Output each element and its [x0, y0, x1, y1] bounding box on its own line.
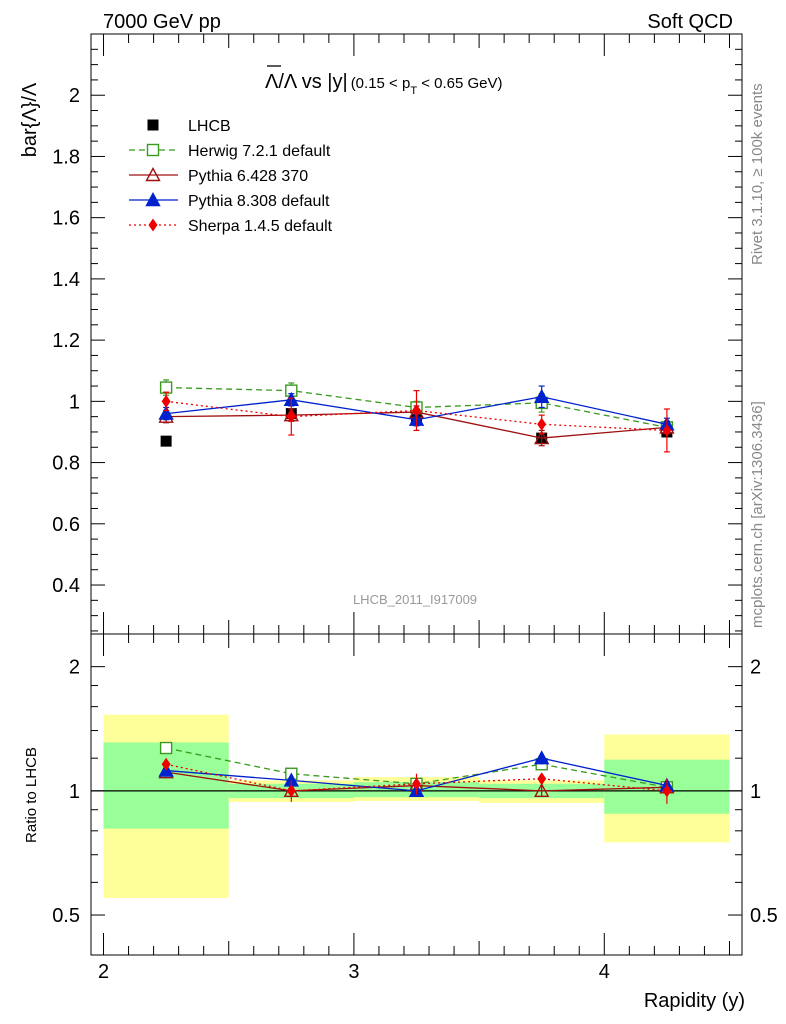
ratio-y-tick-label-right: 2	[750, 657, 761, 679]
ratio-axis-ticks: 0.5 0.5 1 1 2 2 2 3 4	[52, 634, 778, 983]
ratio-point-sherpa-1-4-5-default	[412, 777, 421, 791]
main-y-tick-label: 1.2	[52, 330, 80, 352]
ratio-y-tick-label: 0.5	[52, 905, 80, 927]
header-energy-label: 7000 GeV pp	[103, 11, 221, 33]
data-point-pythia-8-308-default	[158, 405, 174, 420]
legend-label-herwig-7-2-1-default: Herwig 7.2.1 default	[188, 143, 331, 160]
chart-title-cut-end: < 0.65 GeV)	[417, 75, 502, 92]
ratio-y-tick-label: 2	[69, 657, 80, 679]
main-y-tick-label: 1.4	[52, 269, 80, 291]
data-point-sherpa-1-4-5-default	[537, 417, 547, 431]
legend: LHCB Herwig 7.2.1 default Pythia 6.428 370…	[129, 118, 333, 235]
ratio-point-sherpa-1-4-5-default	[537, 772, 547, 786]
data-point-sherpa-1-4-5-default	[662, 423, 672, 437]
ratio-line-sherpa-1-4-5-default	[165, 763, 667, 792]
chart-title-cut: (0.15 < p	[351, 75, 411, 92]
legend-label-pythia-8-308-default: Pythia 8.308 default	[188, 193, 330, 210]
main-series-layer	[158, 379, 675, 453]
legend-label-sherpa-1-4-5-default: Sherpa 1.4.5 default	[188, 218, 333, 235]
main-y-tick-label: 2	[69, 85, 80, 107]
data-point-pythia-8-308-default	[534, 388, 550, 403]
legend-marker-herwig-7-2-1-default	[146, 143, 160, 157]
x-axis-label: Rapidity (y)	[644, 990, 745, 1012]
band-green-0	[103, 742, 229, 829]
chart-title-quantity: Λ/Λ vs |y|	[265, 71, 348, 93]
x-tick-label: 3	[348, 961, 359, 983]
ratio-point-pythia-6-428-370	[534, 782, 550, 798]
rivet-version-label: Rivet 3.1.10, ≥ 100k events	[749, 83, 766, 265]
header-category-label: Soft QCD	[647, 11, 733, 33]
main-y-tick-label: 1.6	[52, 208, 80, 230]
data-point-sherpa-1-4-5-default	[161, 394, 171, 408]
legend-marker-pythia-6-428-370	[145, 167, 161, 182]
ratio-point-pythia-8-308-default	[534, 750, 550, 765]
ratio-y-tick-label-right: 0.5	[750, 905, 778, 927]
ratio-y-axis-label: Ratio to LHCB	[23, 747, 40, 843]
legend-marker-lhcb	[147, 119, 159, 131]
legend-marker-sherpa-1-4-5-default	[148, 218, 158, 232]
data-point-herwig-7-2-1-default	[159, 381, 173, 394]
ratio-frame	[90, 633, 743, 956]
main-y-tick-label: 1.8	[52, 146, 80, 168]
main-y-axis-label: bar{Λ}/Λ	[19, 82, 41, 157]
ratio-y-tick-label: 1	[69, 781, 80, 803]
chart-title-cut-subscript: T	[410, 85, 417, 97]
main-y-tick-label: 0.8	[52, 453, 80, 475]
chart-title: Λ/Λ vs |y| (0.15 < pT < 0.65 GeV)	[265, 71, 503, 97]
data-point-lhcb	[160, 435, 172, 447]
uncertainty-bands	[103, 714, 730, 898]
x-tick-label: 4	[599, 961, 610, 983]
main-y-tick-label: 1	[69, 391, 80, 413]
analysis-watermark: LHCB_2011_I917009	[353, 592, 477, 607]
legend-label-pythia-6-428-370: Pythia 6.428 370	[188, 168, 308, 185]
ratio-series-layer	[158, 741, 675, 804]
ratio-point-sherpa-1-4-5-default	[286, 784, 296, 798]
ratio-point-sherpa-1-4-5-default	[161, 757, 171, 771]
x-tick-label: 2	[98, 961, 109, 983]
ratio-point-herwig-7-2-1-default	[159, 741, 173, 755]
main-y-tick-label: 0.6	[52, 514, 80, 536]
legend-marker-pythia-8-308-default	[145, 192, 161, 207]
main-y-tick-label: 0.4	[52, 575, 80, 597]
legend-label-lhcb: LHCB	[188, 118, 231, 135]
main-axis-ticks: 0.4 0.6 0.8 1 1.2 1.4 1.6 1.8 2	[52, 33, 742, 634]
data-point-sherpa-1-4-5-default	[412, 404, 421, 418]
data-point-sherpa-1-4-5-default	[286, 410, 296, 424]
mcplots-reference-label: mcplots.cern.ch [arXiv:1306.3436]	[749, 401, 766, 628]
ratio-y-tick-label-right: 1	[750, 781, 761, 803]
ratio-point-sherpa-1-4-5-default	[662, 784, 672, 798]
data-point-pythia-6-428-370	[534, 430, 550, 445]
